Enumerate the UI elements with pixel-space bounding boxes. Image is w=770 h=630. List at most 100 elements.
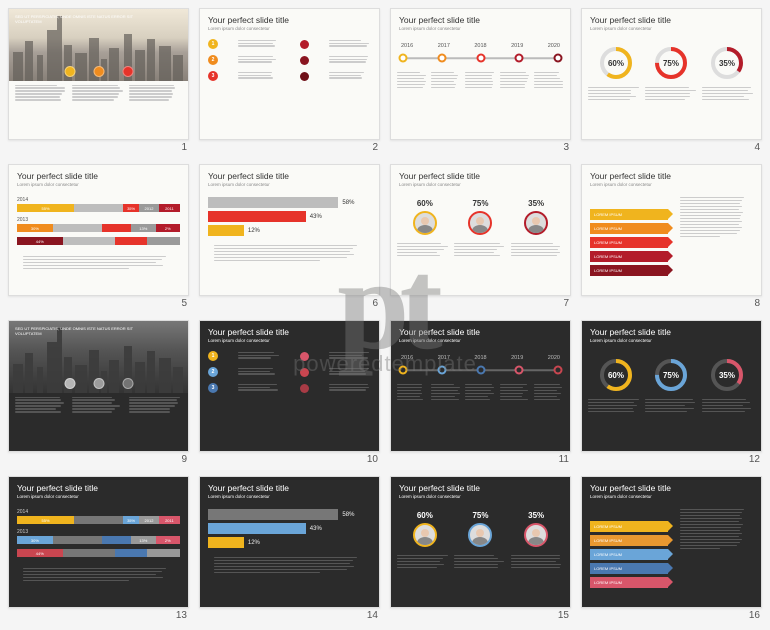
timeline-year: 2017 xyxy=(438,355,450,361)
hbar-label: 12% xyxy=(248,540,260,546)
slide-number: 11 xyxy=(390,452,571,466)
slide-thumbnail[interactable]: SED UT PERSPICIATIS, UNDE OMNIS ISTE NAT… xyxy=(8,8,189,140)
hero-dot xyxy=(93,66,104,77)
person-pct: 35% xyxy=(528,511,544,520)
arrow-item: LOREM IPSUM xyxy=(590,535,668,546)
slide-cell[interactable]: Your perfect slide titleLorem ipsum dolo… xyxy=(581,164,762,310)
timeline-year: 2016 xyxy=(401,355,413,361)
person-stat: 35% xyxy=(524,511,548,547)
bar-year: 2014 xyxy=(17,509,180,515)
slide-cell[interactable]: Your perfect slide titleLorem ipsum dolo… xyxy=(390,320,571,466)
list-row: 1 xyxy=(208,351,371,361)
donut-chart: 35% xyxy=(709,45,745,81)
slide-cell[interactable]: Your perfect slide titleLorem ipsum dolo… xyxy=(8,164,189,310)
hbar-row: 12% xyxy=(208,537,371,548)
slide-cell[interactable]: Your perfect slide titleLorem ipsum dolo… xyxy=(390,476,571,622)
slide-subtitle: Lorem ipsum dolor consectetur xyxy=(582,26,761,35)
bullet-icon xyxy=(300,352,309,361)
slide-cell[interactable]: SED UT PERSPICIATIS, UNDE OMNIS ISTE NAT… xyxy=(8,320,189,466)
slide-thumbnail[interactable]: SED UT PERSPICIATIS, UNDE OMNIS ISTE NAT… xyxy=(8,320,189,452)
slide-thumbnail[interactable]: Your perfect slide titleLorem ipsum dolo… xyxy=(390,320,571,452)
hero-dot xyxy=(122,66,133,77)
bar-segment xyxy=(115,237,148,245)
slide-number: 8 xyxy=(581,296,762,310)
bullet-icon: 3 xyxy=(208,71,218,81)
bullet-icon: 2 xyxy=(208,55,218,65)
timeline-node xyxy=(437,54,446,63)
slide-cell[interactable]: Your perfect slide titleLorem ipsum dolo… xyxy=(581,320,762,466)
bar-segment xyxy=(74,204,123,212)
slide-cell[interactable]: Your perfect slide titleLorem ipsum dolo… xyxy=(581,8,762,154)
svg-text:60%: 60% xyxy=(608,371,624,380)
slide-thumbnail[interactable]: Your perfect slide titleLorem ipsum dolo… xyxy=(581,164,762,296)
slide-subtitle: Lorem ipsum dolor consectetur xyxy=(9,182,188,191)
slide-cell[interactable]: Your perfect slide titleLorem ipsum dolo… xyxy=(199,320,380,466)
numbered-list: 123 xyxy=(200,35,379,81)
avatar xyxy=(413,211,437,235)
person-stat: 75% xyxy=(468,511,492,547)
slide-title: Your perfect slide title xyxy=(582,165,761,182)
slide-cell[interactable]: Your perfect slide titleLorem ipsum dolo… xyxy=(199,8,380,154)
avatar xyxy=(524,211,548,235)
slide-thumbnail[interactable]: Your perfect slide titleLorem ipsum dolo… xyxy=(390,8,571,140)
slide-cell[interactable]: SED UT PERSPICIATIS, UNDE OMNIS ISTE NAT… xyxy=(8,8,189,154)
slide-thumbnail[interactable]: Your perfect slide titleLorem ipsum dolo… xyxy=(581,476,762,608)
svg-text:60%: 60% xyxy=(608,59,624,68)
slide-subtitle: Lorem ipsum dolor consectetur xyxy=(200,182,379,191)
avatar xyxy=(468,211,492,235)
hero-caption: SED UT PERSPICIATIS, UNDE OMNIS ISTE NAT… xyxy=(15,14,140,24)
slide-number: 7 xyxy=(390,296,571,310)
slide-thumbnail[interactable]: Your perfect slide titleLorem ipsum dolo… xyxy=(199,320,380,452)
bar-segment xyxy=(63,549,115,557)
slide-thumbnail[interactable]: Your perfect slide titleLorem ipsum dolo… xyxy=(390,164,571,296)
svg-text:75%: 75% xyxy=(663,59,679,68)
slide-thumbnail[interactable]: Your perfect slide titleLorem ipsum dolo… xyxy=(8,476,189,608)
donut-row: 60% 75% 35% xyxy=(582,35,761,85)
bar-year: 2013 xyxy=(17,217,180,223)
slide-thumbnail[interactable]: Your perfect slide titleLorem ipsum dolo… xyxy=(199,8,380,140)
slide-cell[interactable]: Your perfect slide titleLorem ipsum dolo… xyxy=(390,164,571,310)
slide-number: 9 xyxy=(8,452,189,466)
timeline: 20162017201820192020 xyxy=(391,35,570,68)
slide-thumbnail[interactable]: Your perfect slide titleLorem ipsum dolo… xyxy=(199,164,380,296)
timeline-year: 2020 xyxy=(548,43,560,49)
slide-title: Your perfect slide title xyxy=(582,9,761,26)
slide-cell[interactable]: Your perfect slide titleLorem ipsum dolo… xyxy=(581,476,762,622)
bar-segment: 55% xyxy=(17,516,74,524)
hbar-row: 12% xyxy=(208,225,371,236)
slide-title: Your perfect slide title xyxy=(200,321,379,338)
slide-thumbnail[interactable]: Your perfect slide titleLorem ipsum dolo… xyxy=(390,476,571,608)
slide-title: Your perfect slide title xyxy=(391,9,570,26)
bar-segment: 30% xyxy=(17,224,53,232)
bar-segment: 2012 xyxy=(139,204,159,212)
slide-cell[interactable]: Your perfect slide titleLorem ipsum dolo… xyxy=(199,164,380,310)
bar-segment: 35% xyxy=(123,516,139,524)
person-pct: 75% xyxy=(472,511,488,520)
bar-segment: 2012 xyxy=(139,516,159,524)
slide-thumbnail[interactable]: Your perfect slide titleLorem ipsum dolo… xyxy=(581,8,762,140)
bar-segment: 44% xyxy=(17,237,63,245)
person-pct: 60% xyxy=(417,199,433,208)
slide-cell[interactable]: Your perfect slide titleLorem ipsum dolo… xyxy=(199,476,380,622)
stacked-bar-chart: 201455%35%20122011201330%13%2%44% xyxy=(9,191,188,256)
slide-thumbnail[interactable]: Your perfect slide titleLorem ipsum dolo… xyxy=(8,164,189,296)
slide-subtitle: Lorem ipsum dolor consectetur xyxy=(200,494,379,503)
hero-dot xyxy=(64,66,75,77)
timeline-node xyxy=(515,54,524,63)
slide-cell[interactable]: Your perfect slide titleLorem ipsum dolo… xyxy=(390,8,571,154)
timeline-node xyxy=(515,366,524,375)
slide-thumbnail[interactable]: Your perfect slide titleLorem ipsum dolo… xyxy=(199,476,380,608)
bullet-icon: 2 xyxy=(208,367,218,377)
bar-segment xyxy=(115,549,148,557)
slide-cell[interactable]: Your perfect slide titleLorem ipsum dolo… xyxy=(8,476,189,622)
slide-subtitle: Lorem ipsum dolor consectetur xyxy=(200,26,379,35)
slide-thumbnail[interactable]: Your perfect slide titleLorem ipsum dolo… xyxy=(581,320,762,452)
slide-subtitle: Lorem ipsum dolor consectetur xyxy=(391,494,570,503)
bullet-icon xyxy=(300,56,309,65)
hero-dot xyxy=(122,378,133,389)
template-grid: SED UT PERSPICIATIS, UNDE OMNIS ISTE NAT… xyxy=(0,0,770,630)
bar-row: 44% xyxy=(17,549,180,557)
arrow-item: LOREM IPSUM xyxy=(590,209,668,220)
person-pct: 60% xyxy=(417,511,433,520)
arrows-layout: LOREM IPSUMLOREM IPSUMLOREM IPSUMLOREM I… xyxy=(582,503,761,605)
